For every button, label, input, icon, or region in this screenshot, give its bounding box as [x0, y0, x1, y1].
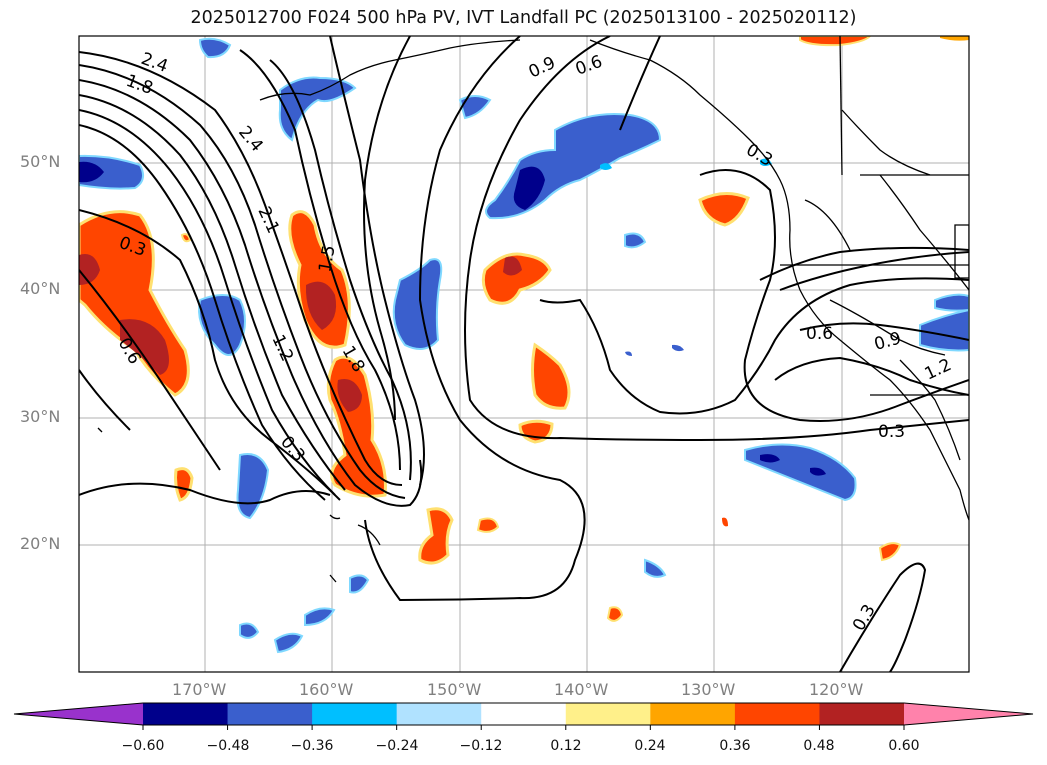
- contour-label: 0.9: [872, 329, 903, 355]
- lat-label: 40°N: [20, 279, 61, 298]
- contour-label: 1.5: [315, 244, 339, 274]
- colorbar-segment: [819, 703, 905, 725]
- lat-label: 30°N: [20, 407, 61, 426]
- colorbar-ticks: [142, 725, 905, 730]
- colorbar-tick-label: −0.24: [375, 738, 419, 754]
- colorbar-extend-max: [904, 703, 1033, 725]
- colorbar-segment: [227, 703, 313, 725]
- colorbar-tick-label: 0.36: [719, 738, 751, 754]
- colorbar-segment: [312, 703, 398, 725]
- contour-label: 2.4: [234, 122, 267, 156]
- colorbar-tick-label: −0.48: [206, 738, 250, 754]
- colorbar-tick-label: 0.12: [550, 738, 582, 754]
- colorbar: [13, 702, 1034, 730]
- colorbar-segment: [565, 703, 651, 725]
- contour-label: 0.6: [806, 324, 833, 344]
- colorbar-extend-min: [14, 703, 143, 725]
- plot-title: 2025012700 F024 500 hPa PV, IVT Landfall…: [190, 8, 857, 28]
- map-content: 2.4 1.8 2.4 2.1 0.3 1.5 0.6 1.2 1.8 0.3 …: [79, 36, 969, 672]
- lon-label: 130°W: [681, 680, 736, 699]
- colorbar-tick-label: −0.60: [121, 738, 165, 754]
- positive-anomaly-fill: [79, 36, 969, 622]
- gridlines: [79, 36, 969, 672]
- colorbar-tick-label: 0.24: [634, 738, 666, 754]
- colorbar-tick-label: −0.36: [290, 738, 334, 754]
- contour-label: 0.3: [878, 422, 905, 442]
- lat-label: 20°N: [20, 534, 61, 553]
- lon-label: 150°W: [427, 680, 482, 699]
- colorbar-tick-label: 0.48: [803, 738, 835, 754]
- contour-label: 0.3: [849, 601, 880, 634]
- colorbar-segment: [143, 703, 229, 725]
- colorbar-segments: [143, 703, 905, 725]
- contour-label: 0.3: [276, 432, 309, 466]
- contour-label: 1.2: [922, 355, 955, 385]
- colorbar-segment: [650, 703, 736, 725]
- lat-label: 50°N: [20, 152, 61, 171]
- lon-label: 170°W: [172, 680, 227, 699]
- colorbar-segment: [396, 703, 482, 725]
- colorbar-segment: [734, 703, 820, 725]
- pv-contours: [79, 36, 969, 672]
- contour-label: 2.4: [138, 49, 170, 77]
- lon-label: 120°W: [809, 680, 864, 699]
- colorbar-tick-label: 0.60: [888, 738, 920, 754]
- colorbar-tick-label: −0.12: [459, 738, 503, 754]
- coastlines: [97, 36, 969, 583]
- lon-label: 140°W: [554, 680, 609, 699]
- contour-label: 0.3: [743, 140, 776, 171]
- colorbar-segment: [481, 703, 567, 725]
- map-frame: [78, 35, 970, 673]
- lon-label: 160°W: [299, 680, 354, 699]
